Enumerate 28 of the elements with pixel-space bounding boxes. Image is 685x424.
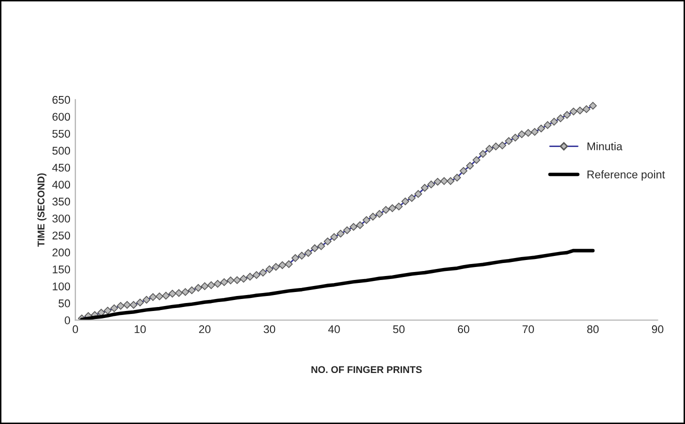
x-tick-label: 30 — [264, 325, 276, 334]
x-tick-label: 10 — [134, 325, 146, 334]
y-tick-label: 250 — [52, 232, 70, 240]
legend-label: Minutia — [588, 142, 622, 150]
y-tick-label: 500 — [52, 146, 70, 155]
x-tick-label: 0 — [72, 325, 78, 334]
legend-label: Reference point — [588, 170, 665, 181]
x-tick-label: 50 — [393, 325, 405, 334]
y-tick-label: 550 — [52, 130, 70, 138]
y-tick-label: 650 — [52, 96, 70, 104]
y-tick-label: 150 — [52, 266, 70, 274]
y-tick-label: 50 — [58, 299, 70, 308]
x-tick-label: 90 — [652, 325, 664, 334]
x-axis-title: NO. OF FINGER PRINTS — [311, 366, 422, 374]
x-tick-label: 70 — [522, 325, 534, 334]
x-tick-label: 80 — [587, 325, 599, 334]
y-tick-label: 600 — [52, 112, 70, 121]
y-tick-label: 400 — [52, 180, 70, 189]
x-tick-label: 60 — [458, 325, 470, 334]
x-tick-label: 40 — [328, 325, 340, 334]
y-tick-label: 450 — [52, 164, 70, 172]
y-axis-title: TIME (SECOND) — [37, 173, 46, 247]
x-tick-label: 20 — [199, 325, 210, 334]
y-tick-label: 200 — [52, 248, 70, 256]
y-tick-label: 0 — [64, 316, 70, 324]
y-tick-label: 100 — [52, 282, 70, 290]
y-tick-label: 300 — [52, 214, 70, 222]
y-tick-label: 350 — [52, 198, 70, 206]
